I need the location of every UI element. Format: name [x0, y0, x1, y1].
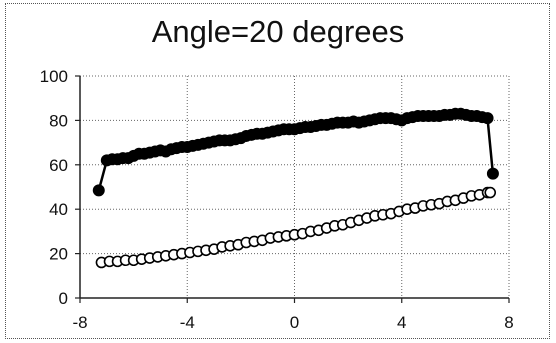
series-2: [95, 186, 497, 269]
data-point: [92, 184, 105, 197]
x-tick-label: -4: [180, 313, 195, 332]
chart-title: Angle=20 degrees: [151, 14, 405, 49]
x-tick-label: 4: [397, 313, 406, 332]
y-tick-label: 60: [49, 156, 68, 175]
y-tick-label: 0: [59, 289, 68, 308]
y-tick-label: 80: [49, 111, 68, 130]
y-tick-label: 100: [40, 67, 68, 86]
y-tick-label: 40: [49, 200, 68, 219]
data-point: [484, 186, 497, 199]
chart-frame: [5, 3, 550, 339]
x-tick-label: 8: [504, 313, 513, 332]
x-tick-label: 0: [290, 313, 299, 332]
series-1: [92, 107, 499, 197]
y-tick-label: 20: [49, 245, 68, 264]
data-point: [486, 167, 499, 180]
data-point: [481, 112, 494, 125]
x-tick-label: -8: [72, 313, 87, 332]
